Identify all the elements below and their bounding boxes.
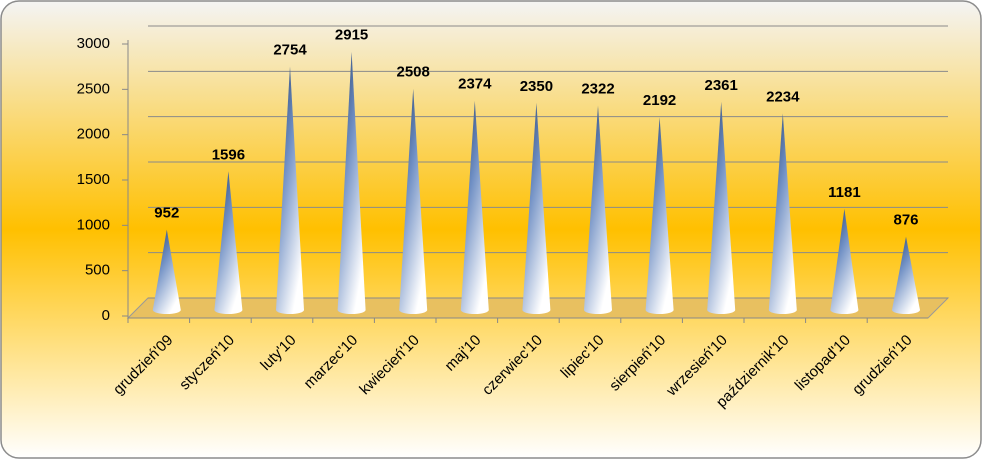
- y-tick-label: 1500: [77, 171, 110, 188]
- value-label: 2361: [705, 77, 738, 94]
- y-tick-label: 1000: [77, 216, 110, 233]
- value-label: 1181: [828, 184, 861, 201]
- cone: [399, 88, 428, 314]
- y-tick-label: 3000: [77, 35, 110, 52]
- cone: [337, 51, 366, 314]
- value-label: 2322: [581, 80, 614, 97]
- cone: [707, 101, 736, 314]
- cone: [584, 105, 612, 314]
- y-tick-label: 500: [85, 262, 110, 279]
- y-tick-label: 2000: [77, 126, 110, 143]
- cone: [892, 236, 920, 314]
- value-label: 2754: [273, 41, 307, 58]
- cone: [768, 113, 797, 314]
- value-label: 2508: [397, 64, 430, 81]
- cone: [214, 171, 243, 314]
- cone: [645, 117, 674, 314]
- value-label: 2350: [520, 78, 553, 95]
- cone: [152, 229, 181, 314]
- value-label: 2234: [766, 88, 800, 105]
- value-label: 2374: [458, 76, 492, 93]
- cone: [522, 102, 551, 314]
- value-label: 952: [154, 205, 179, 222]
- y-tick-label: 0: [102, 307, 110, 324]
- y-tick-label: 2500: [77, 80, 110, 97]
- cone: [460, 100, 489, 315]
- value-label: 2915: [335, 27, 368, 44]
- value-label: 2192: [643, 92, 676, 109]
- value-label: 876: [893, 212, 918, 229]
- value-label: 1596: [212, 146, 245, 163]
- cone: [276, 66, 304, 314]
- cone: [830, 208, 859, 314]
